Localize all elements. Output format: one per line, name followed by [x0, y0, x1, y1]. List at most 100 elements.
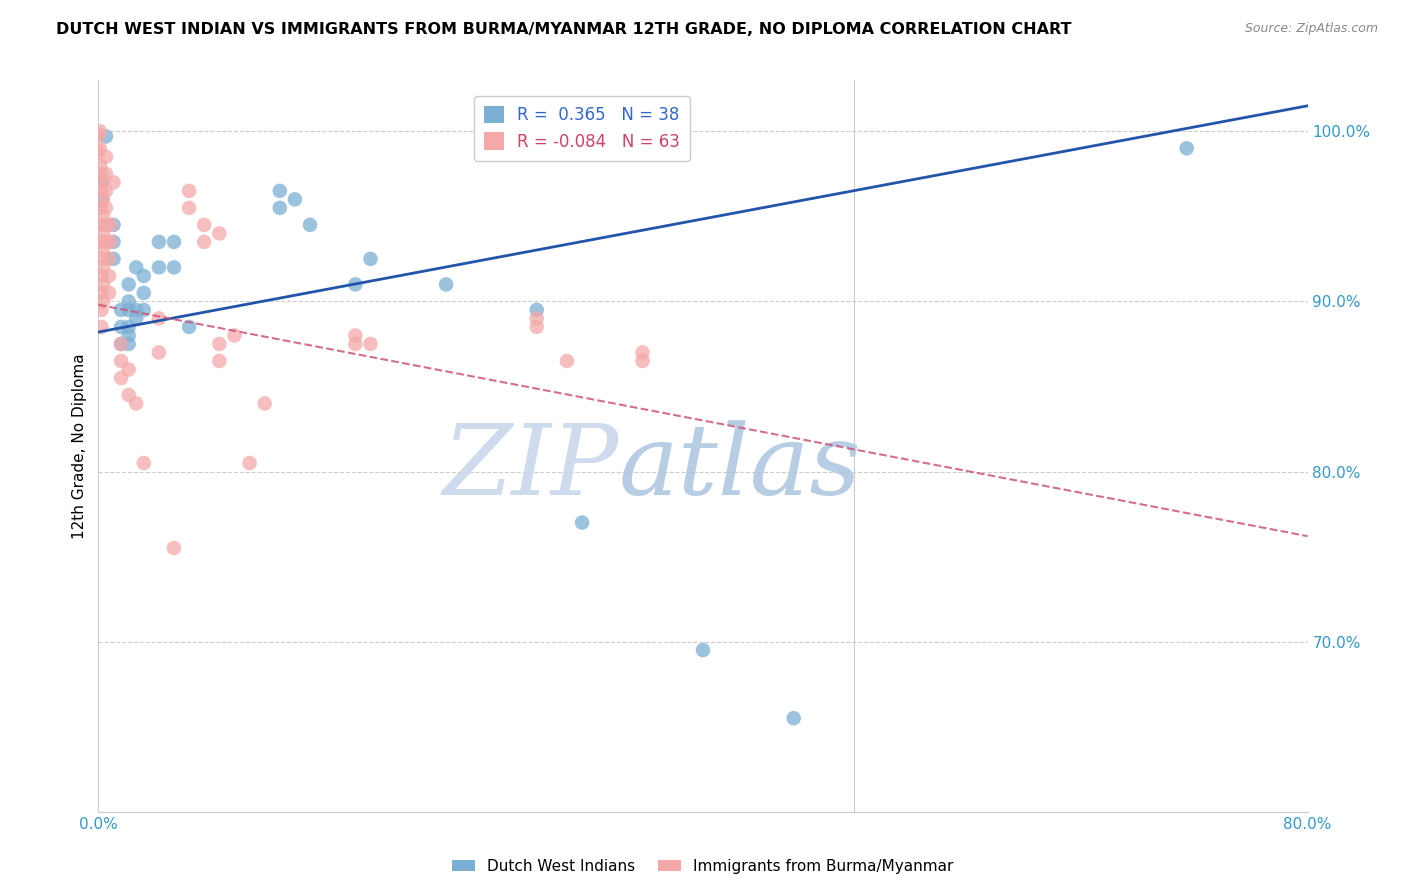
Point	[284, 192, 307, 206]
Point	[177, 201, 201, 215]
Point	[98, 252, 121, 266]
Point	[118, 294, 141, 309]
Point	[125, 260, 148, 275]
Point	[269, 184, 291, 198]
Point	[118, 320, 141, 334]
Point	[163, 235, 186, 249]
Point	[103, 175, 125, 189]
Point	[94, 201, 117, 215]
Point	[239, 456, 262, 470]
Point	[98, 285, 121, 300]
Point	[90, 184, 112, 198]
Legend: R =  0.365   N = 38, R = -0.084   N = 63: R = 0.365 N = 38, R = -0.084 N = 63	[474, 96, 690, 161]
Legend: Dutch West Indians, Immigrants from Burma/Myanmar: Dutch West Indians, Immigrants from Burm…	[446, 853, 960, 880]
Point	[100, 218, 122, 232]
Point	[344, 337, 367, 351]
Point	[90, 167, 112, 181]
Point	[91, 244, 114, 258]
Point	[193, 235, 215, 249]
Point	[125, 302, 148, 317]
Point	[91, 227, 114, 241]
Point	[98, 268, 121, 283]
Point	[163, 541, 186, 555]
Point	[163, 260, 186, 275]
Point	[132, 285, 155, 300]
Point	[360, 252, 382, 266]
Point	[253, 396, 276, 410]
Point	[110, 302, 132, 317]
Point	[91, 192, 114, 206]
Point	[94, 150, 117, 164]
Text: DUTCH WEST INDIAN VS IMMIGRANTS FROM BURMA/MYANMAR 12TH GRADE, NO DIPLOMA CORREL: DUTCH WEST INDIAN VS IMMIGRANTS FROM BUR…	[56, 22, 1071, 37]
Point	[110, 320, 132, 334]
Point	[90, 175, 112, 189]
Point	[91, 277, 114, 292]
Point	[90, 235, 112, 249]
Point	[110, 337, 132, 351]
Text: ZIP: ZIP	[441, 420, 619, 516]
Point	[344, 328, 367, 343]
Point	[90, 302, 112, 317]
Point	[782, 711, 804, 725]
Point	[526, 320, 548, 334]
Point	[94, 235, 117, 249]
Point	[118, 337, 141, 351]
Point	[118, 277, 141, 292]
Point	[89, 141, 111, 155]
Point	[118, 388, 141, 402]
Point	[94, 167, 117, 181]
Point	[90, 285, 112, 300]
Point	[125, 311, 148, 326]
Point	[148, 311, 170, 326]
Point	[118, 302, 141, 317]
Point	[90, 268, 112, 283]
Point	[269, 201, 291, 215]
Point	[110, 337, 132, 351]
Point	[631, 345, 654, 359]
Point	[90, 218, 112, 232]
Point	[177, 184, 201, 198]
Point	[148, 260, 170, 275]
Point	[526, 302, 548, 317]
Point	[177, 320, 201, 334]
Point	[344, 277, 367, 292]
Point	[692, 643, 714, 657]
Point	[91, 175, 114, 189]
Point	[94, 129, 117, 144]
Point	[360, 337, 382, 351]
Point	[132, 302, 155, 317]
Point	[90, 252, 112, 266]
Point	[103, 235, 125, 249]
Point	[208, 337, 231, 351]
Point	[110, 354, 132, 368]
Point	[132, 268, 155, 283]
Text: Source: ZipAtlas.com: Source: ZipAtlas.com	[1244, 22, 1378, 36]
Point	[89, 158, 111, 172]
Point	[94, 184, 117, 198]
Point	[87, 145, 110, 159]
Point	[555, 354, 578, 368]
Point	[90, 192, 112, 206]
Point	[224, 328, 246, 343]
Point	[208, 354, 231, 368]
Point	[100, 235, 122, 249]
Point	[434, 277, 457, 292]
Point	[103, 252, 125, 266]
Point	[571, 516, 593, 530]
Point	[90, 320, 112, 334]
Point	[118, 328, 141, 343]
Point	[299, 218, 322, 232]
Point	[132, 456, 155, 470]
Y-axis label: 12th Grade, No Diploma: 12th Grade, No Diploma	[72, 353, 87, 539]
Point	[91, 260, 114, 275]
Point	[193, 218, 215, 232]
Point	[91, 294, 114, 309]
Point	[89, 124, 111, 138]
Text: atlas: atlas	[619, 420, 860, 516]
Point	[110, 371, 132, 385]
Point	[631, 354, 654, 368]
Point	[148, 235, 170, 249]
Point	[87, 128, 110, 142]
Point	[148, 345, 170, 359]
Point	[125, 396, 148, 410]
